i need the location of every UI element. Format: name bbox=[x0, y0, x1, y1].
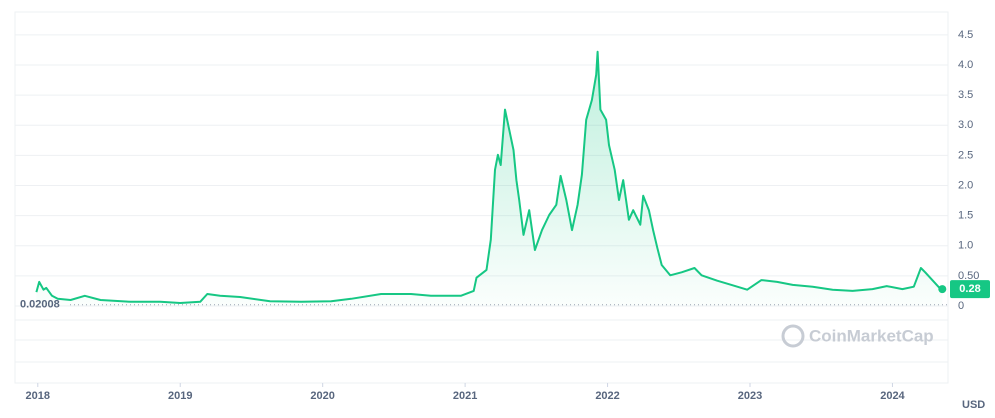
y-tick-label: 2.5 bbox=[958, 149, 973, 161]
price-line bbox=[35, 50, 943, 304]
currency-label: USD bbox=[962, 399, 985, 411]
y-tick-label: 3.5 bbox=[958, 89, 973, 101]
watermark-text: CoinMarketCap bbox=[809, 326, 934, 345]
y-tick-label: 1.5 bbox=[958, 210, 973, 222]
y-tick-label: 4.0 bbox=[958, 59, 973, 71]
x-tick-label: 2020 bbox=[310, 390, 334, 402]
x-tick-label: 2021 bbox=[453, 390, 477, 402]
watermark: CoinMarketCap bbox=[781, 324, 934, 348]
y-tick-label: 0 bbox=[958, 300, 964, 312]
y-tick-label: 2.0 bbox=[958, 179, 973, 191]
x-tick-label: 2022 bbox=[595, 390, 619, 402]
current-dot bbox=[938, 285, 947, 294]
baseline-label: 0.02008 bbox=[20, 299, 60, 311]
price-area bbox=[36, 51, 943, 306]
plot-frame bbox=[14, 11, 949, 384]
price-badge bbox=[950, 280, 990, 299]
x-tick-label: 2024 bbox=[880, 390, 905, 402]
y-tick-label: 4.5 bbox=[958, 29, 973, 41]
y-tick-label: 1.0 bbox=[958, 240, 973, 252]
y-tick-label: 3.0 bbox=[958, 119, 973, 131]
price-badge-label: 0.28 bbox=[959, 283, 980, 295]
y-tick-label: 0.50 bbox=[958, 270, 979, 282]
x-tick-label: 2019 bbox=[168, 390, 192, 402]
x-tick-label: 2023 bbox=[738, 390, 762, 402]
x-tick-label: 2018 bbox=[26, 390, 50, 402]
